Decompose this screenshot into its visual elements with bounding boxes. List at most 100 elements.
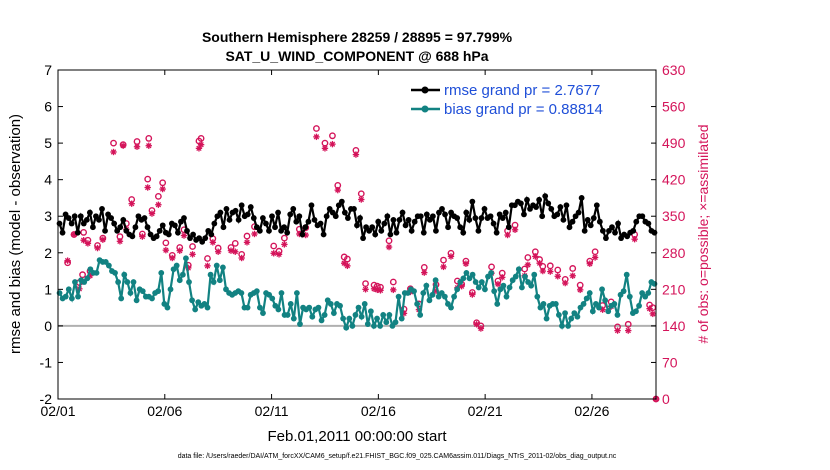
obs-assimilated-point xyxy=(275,251,283,258)
rmse-point xyxy=(284,229,291,236)
rmse-point xyxy=(181,215,187,221)
rmse-point xyxy=(269,213,275,220)
obs-assimilated-point xyxy=(499,274,506,281)
obs-assimilated-point xyxy=(232,248,239,255)
rmse-point xyxy=(190,231,196,238)
rmse-point xyxy=(593,202,600,209)
bias-point xyxy=(414,301,421,307)
bias-point xyxy=(278,290,285,296)
bias-point xyxy=(115,279,122,285)
obs-possible-point xyxy=(569,265,577,272)
chart-title: Southern Hemisphere 28259 / 28895 = 97.7… xyxy=(202,29,513,45)
bias-point xyxy=(361,301,368,307)
bias-point xyxy=(75,293,81,300)
obs-assimilated-point xyxy=(94,244,101,252)
rmse-point xyxy=(454,215,461,221)
rmse-point xyxy=(536,196,543,203)
bias-point xyxy=(93,269,100,276)
bias-point xyxy=(238,290,245,296)
rmse-point xyxy=(581,227,588,234)
rmse-point xyxy=(417,213,424,220)
rmse-point xyxy=(481,206,488,212)
obs-assimilated-point xyxy=(576,286,584,294)
obs-assimilated-point xyxy=(214,248,222,255)
x-axis-label: Feb.01,2011 00:00:00 start xyxy=(267,428,447,445)
bias-point xyxy=(275,306,282,313)
obs-assimilated-point xyxy=(362,286,369,293)
obs-assimilated-point xyxy=(421,269,428,276)
bias-point xyxy=(645,290,652,296)
bias-point xyxy=(121,271,128,278)
rmse-point xyxy=(411,218,418,225)
rmse-point xyxy=(299,231,306,238)
obs-possible-point xyxy=(521,265,529,273)
rmse-point xyxy=(281,224,288,231)
obs-assimilated-point xyxy=(139,233,146,240)
obs-possible-point xyxy=(159,179,167,187)
bias-point xyxy=(364,321,371,327)
obs-possible-point xyxy=(80,229,88,236)
rmse-point xyxy=(615,220,621,227)
bias-point xyxy=(164,304,171,311)
obs-assimilated-point xyxy=(119,142,127,149)
rmse-point xyxy=(290,206,297,212)
rmse-point xyxy=(466,216,473,223)
y2-tick-label: 280 xyxy=(662,245,686,261)
bias-point xyxy=(512,273,519,280)
bias-point xyxy=(482,286,488,293)
bias-point xyxy=(290,315,297,322)
rmse-point xyxy=(375,218,382,225)
obs-assimilated-point xyxy=(238,254,245,262)
bias-point xyxy=(284,312,291,318)
rmse-point xyxy=(99,206,105,212)
bias-point xyxy=(636,302,642,309)
obs-possible-point xyxy=(110,139,117,147)
obs-assimilated-point xyxy=(532,253,539,260)
x-tick-label: 02/26 xyxy=(574,403,609,419)
rmse-point xyxy=(603,235,609,242)
bias-point xyxy=(349,322,356,329)
obs-assimilated-point xyxy=(631,236,638,243)
obs-possible-point xyxy=(440,256,447,264)
bias-point xyxy=(340,315,347,322)
obs-assimilated-point xyxy=(176,247,183,254)
obs-assimilated-point xyxy=(352,151,360,158)
rmse-point xyxy=(645,220,652,227)
obs-assimilated-point xyxy=(133,143,141,150)
obs-possible-point xyxy=(313,125,320,132)
obs-assimilated-point xyxy=(80,237,87,244)
bias-point xyxy=(392,319,399,326)
bias-point xyxy=(534,293,541,300)
rmse-point xyxy=(68,220,75,227)
rmse-point xyxy=(120,216,127,223)
bias-point xyxy=(559,322,565,329)
bias-point xyxy=(315,304,322,311)
bias-point xyxy=(186,279,192,285)
obs-assimilated-point xyxy=(110,148,117,156)
bias-point xyxy=(395,293,402,300)
bias-point xyxy=(565,322,572,329)
legend-rmse-label: rmse grand pr = 2.7677 xyxy=(444,82,600,99)
rmse-point xyxy=(293,218,300,225)
rmse-point xyxy=(554,211,561,218)
plot-frame xyxy=(57,69,657,400)
obs-assimilated-point xyxy=(358,196,365,203)
rmse-point xyxy=(609,224,615,231)
obs-assimilated-point xyxy=(162,246,170,254)
bias-point xyxy=(84,275,91,282)
bias-point xyxy=(596,304,602,311)
rmse-point xyxy=(83,216,90,223)
bias-point xyxy=(210,279,217,285)
chart-subtitle: SAT_U_WIND_COMPONENT @ 688 hPa xyxy=(225,48,488,64)
bias-point xyxy=(309,313,316,320)
rmse-point xyxy=(332,213,339,220)
obs-assimilated-point xyxy=(504,231,511,239)
y-tick-label: 7 xyxy=(44,62,52,78)
rmse-point xyxy=(372,231,379,238)
bias-point xyxy=(522,273,528,280)
bias-point xyxy=(327,301,334,307)
y2-tick-label: 490 xyxy=(662,135,686,151)
rmse-point xyxy=(429,213,436,220)
y2-tick-label: 70 xyxy=(662,354,678,370)
bias-point xyxy=(568,315,575,322)
